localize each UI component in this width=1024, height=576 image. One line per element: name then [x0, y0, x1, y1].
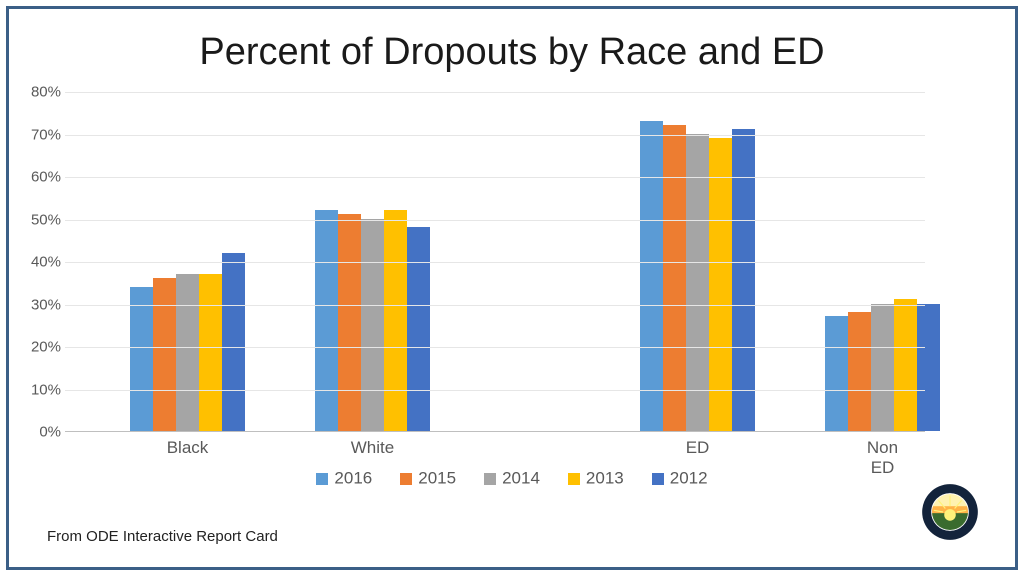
legend-item: 2016: [316, 468, 372, 489]
legend-swatch: [316, 473, 328, 485]
y-axis-tick-label: 10%: [21, 381, 61, 398]
x-axis-category-label: Black: [167, 438, 209, 458]
bar: [848, 312, 871, 431]
bar: [199, 274, 222, 431]
bar-chart: 0%10%20%30%40%50%60%70%80%: [65, 92, 925, 432]
bar: [222, 253, 245, 432]
slide-frame: Percent of Dropouts by Race and ED 0%10%…: [6, 6, 1018, 570]
legend-label: 2014: [502, 469, 540, 488]
x-axis-labels: BlackWhiteEDNon ED: [65, 432, 925, 462]
y-axis-tick-label: 80%: [21, 84, 61, 101]
grid-line: [65, 220, 925, 221]
bar: [338, 214, 361, 431]
bar: [176, 274, 199, 431]
grid-line: [65, 262, 925, 263]
grid-line: [65, 92, 925, 93]
legend-label: 2012: [670, 469, 708, 488]
y-axis-tick-label: 0%: [21, 424, 61, 441]
legend-item: 2013: [568, 468, 624, 489]
legend-swatch: [484, 473, 496, 485]
legend-swatch: [400, 473, 412, 485]
y-axis-tick-label: 30%: [21, 296, 61, 313]
bar: [825, 316, 848, 431]
legend-swatch: [568, 473, 580, 485]
chart-legend: 2016 2015 2014 2013 2012: [25, 468, 999, 489]
x-axis-category-label: Non ED: [861, 438, 904, 478]
x-axis-category-label: White: [351, 438, 394, 458]
x-axis-category-label: ED: [686, 438, 710, 458]
bar: [686, 134, 709, 432]
bar: [130, 287, 153, 432]
bar: [709, 138, 732, 431]
legend-item: 2014: [484, 468, 540, 489]
bar: [663, 125, 686, 431]
agency-seal-icon: [921, 483, 979, 541]
bar: [640, 121, 663, 431]
legend-item: 2012: [652, 468, 708, 489]
legend-item: 2015: [400, 468, 456, 489]
bar: [153, 278, 176, 431]
legend-label: 2015: [418, 469, 456, 488]
y-axis-tick-label: 70%: [21, 126, 61, 143]
grid-line: [65, 177, 925, 178]
bar: [894, 299, 917, 431]
bar: [384, 210, 407, 431]
slide-content: Percent of Dropouts by Race and ED 0%10%…: [25, 25, 999, 551]
y-axis-labels: 0%10%20%30%40%50%60%70%80%: [21, 92, 61, 432]
bar: [407, 227, 430, 431]
y-axis-tick-label: 60%: [21, 169, 61, 186]
bar: [361, 219, 384, 432]
bar: [732, 129, 755, 431]
grid-line: [65, 390, 925, 391]
grid-line: [65, 347, 925, 348]
legend-swatch: [652, 473, 664, 485]
legend-label: 2016: [334, 469, 372, 488]
plot-area: [65, 92, 925, 432]
legend-label: 2013: [586, 469, 624, 488]
bar: [917, 304, 940, 432]
y-axis-tick-label: 20%: [21, 339, 61, 356]
y-axis-tick-label: 50%: [21, 211, 61, 228]
bar: [871, 304, 894, 432]
source-note: From ODE Interactive Report Card: [47, 528, 278, 545]
bar: [315, 210, 338, 431]
grid-line: [65, 135, 925, 136]
y-axis-tick-label: 40%: [21, 254, 61, 271]
grid-line: [65, 305, 925, 306]
chart-title: Percent of Dropouts by Race and ED: [25, 31, 999, 74]
